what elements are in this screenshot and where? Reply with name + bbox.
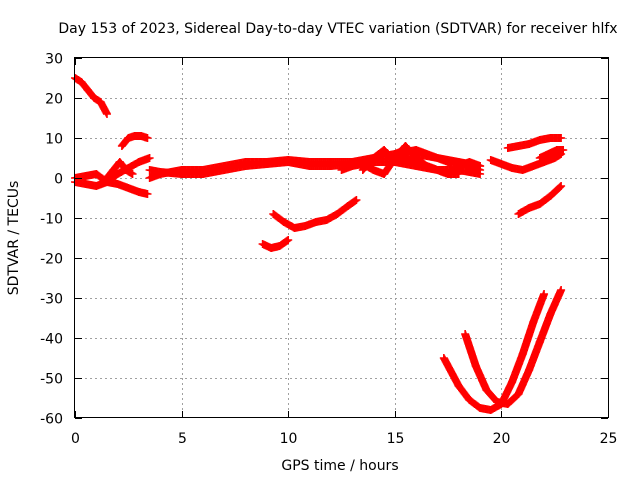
series-track-j (390, 146, 485, 170)
y-tick-label: 0 (54, 172, 63, 188)
data-point (454, 170, 463, 178)
x-tick-label: 15 (387, 431, 405, 447)
y-axis-ticks: -60 -50 -40 -30 -20 -10 0 10 20 30 (40, 52, 608, 428)
data-points (71, 74, 568, 414)
y-tick-label: -20 (40, 252, 63, 268)
grid-lines (75, 58, 608, 418)
data-point (556, 182, 565, 191)
data-point (476, 170, 485, 178)
series-track-p (258, 236, 293, 252)
y-tick-label: -30 (40, 292, 63, 308)
y-tick-label: 30 (45, 52, 63, 68)
y-tick-label: -50 (40, 372, 63, 388)
x-tick-label: 10 (280, 431, 298, 447)
series-track-l (503, 134, 566, 152)
data-point (284, 236, 293, 244)
y-axis-label: SDTVAR / TECUs (6, 181, 22, 296)
data-point (557, 286, 566, 294)
data-point (476, 162, 485, 170)
y-tick-label: -60 (40, 412, 63, 428)
data-point (557, 182, 566, 190)
series-track-e (117, 132, 152, 150)
series-track-m (535, 146, 568, 162)
series-track-q (439, 290, 549, 414)
series-track-a (71, 74, 111, 118)
series-track-o (269, 196, 361, 232)
series-track-d (102, 158, 137, 182)
data-point (128, 170, 137, 178)
y-tick-label: 20 (45, 92, 63, 108)
data-point (145, 154, 154, 162)
series-track-r (461, 286, 566, 408)
series-track-k (486, 150, 566, 174)
data-point (352, 196, 361, 204)
series-track-n (514, 182, 566, 218)
x-tick-label: 20 (493, 431, 511, 447)
data-point (102, 110, 111, 118)
x-axis-label: GPS time / hours (281, 458, 398, 474)
x-axis-ticks: 0 5 10 15 20 25 (71, 58, 617, 447)
x-tick-label: 0 (71, 431, 80, 447)
x-tick-label: 25 (600, 431, 618, 447)
data-point (143, 134, 152, 142)
data-point (559, 146, 568, 154)
chart-title: Day 153 of 2023, Sidereal Day-to-day VTE… (58, 21, 617, 37)
y-tick-label: 10 (45, 132, 63, 148)
x-tick-label: 5 (178, 431, 187, 447)
data-point (540, 290, 549, 298)
y-tick-label: -40 (40, 332, 63, 348)
data-point (143, 190, 152, 198)
y-tick-label: -10 (40, 212, 63, 228)
plot-frame (74, 57, 609, 418)
data-point (557, 134, 566, 142)
